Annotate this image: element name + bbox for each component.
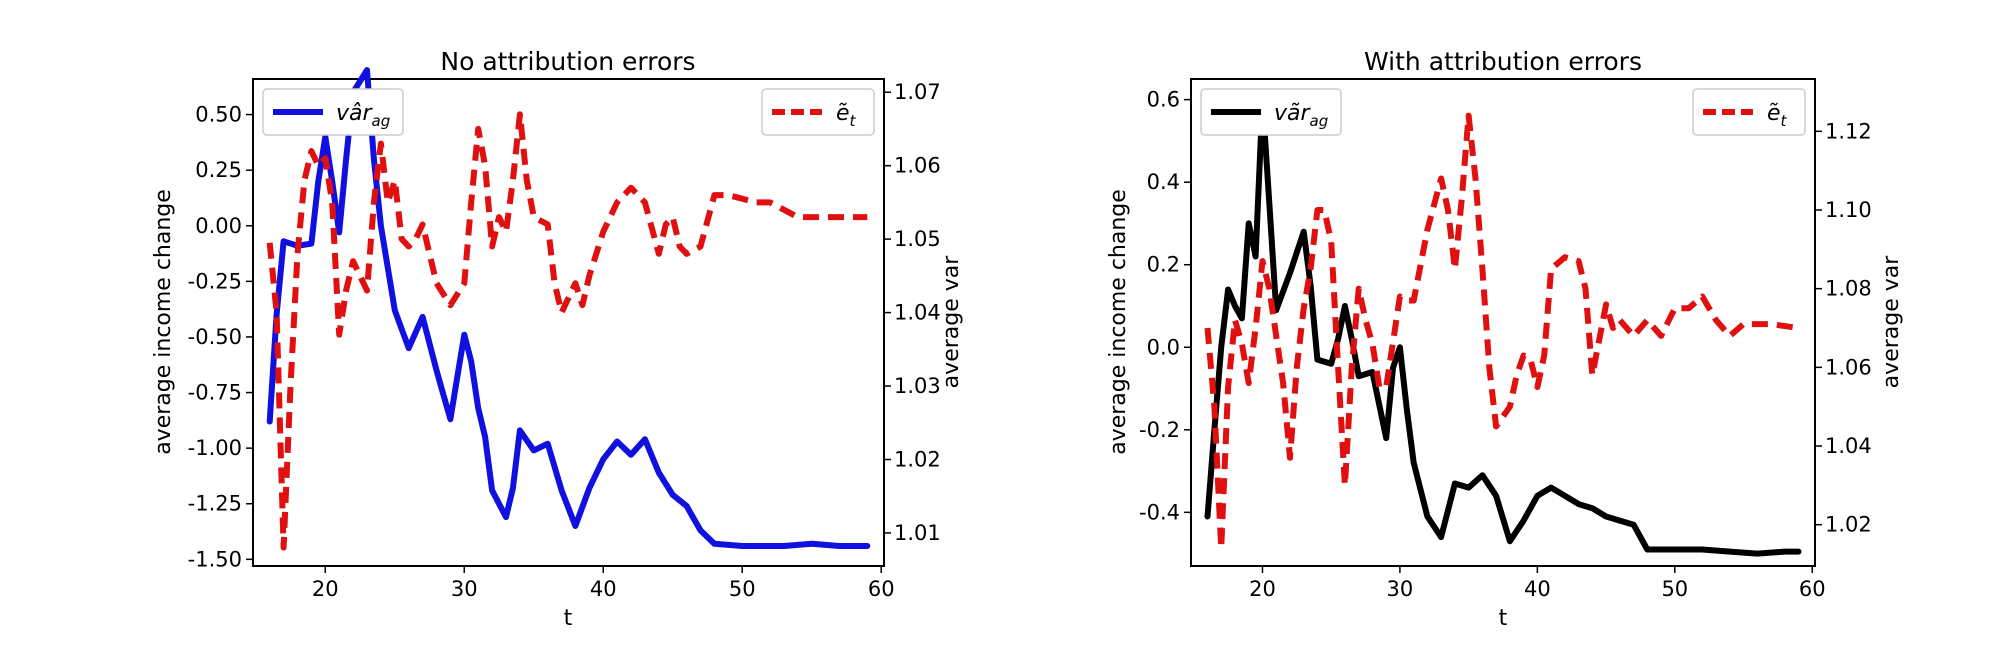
x-tick-label: 20 xyxy=(1249,577,1276,601)
y-axis-label-left: average income change xyxy=(1106,189,1131,455)
y-tick-label-right: 1.06 xyxy=(894,154,941,178)
chart-title: No attribution errors xyxy=(440,47,695,76)
y-tick-label-right: 1.08 xyxy=(1825,277,1872,301)
y-tick-label-right: 1.10 xyxy=(1825,198,1872,222)
legend-right: ẽt xyxy=(1692,88,1806,136)
y-tick-label-left: 0.25 xyxy=(195,158,242,182)
x-tick-label: 60 xyxy=(868,577,895,601)
series-line-right xyxy=(1204,112,1799,552)
plot-frame xyxy=(1190,78,1816,567)
legend-right: ẽt xyxy=(761,88,875,136)
y-axis-label-right: average var xyxy=(1879,255,1904,389)
y-tick-label-right: 1.01 xyxy=(894,521,941,545)
legend-label: ẽt xyxy=(836,101,857,130)
y-tick-label-right: 1.07 xyxy=(894,80,941,104)
y-tick-label-left: -1.00 xyxy=(188,436,242,460)
x-axis-label: t xyxy=(1499,606,1508,631)
y-tick-label-right: 1.12 xyxy=(1825,119,1872,143)
y-tick-label-right: 1.06 xyxy=(1825,355,1872,379)
y-tick-label-right: 1.03 xyxy=(894,374,941,398)
x-tick-label: 30 xyxy=(1387,577,1414,601)
legend-label: vârag xyxy=(336,101,390,130)
y-tick-label-left: 0.00 xyxy=(195,214,242,238)
x-tick-label: 40 xyxy=(590,577,617,601)
y-tick-label-left: 0.2 xyxy=(1147,253,1180,277)
x-tick-label: 20 xyxy=(312,577,339,601)
y-tick-label-left: 0.6 xyxy=(1147,88,1180,112)
legend-left: vârag xyxy=(262,88,404,136)
legend-left: vãrag xyxy=(1200,88,1342,136)
y-tick-label-left: -1.25 xyxy=(188,492,242,516)
y-tick-label-right: 1.05 xyxy=(894,227,941,251)
y-tick-label-left: -0.25 xyxy=(188,269,242,293)
y-tick-label-left: -0.75 xyxy=(188,381,242,405)
chart-panel-no-errors: 20 30 40 50 60 0.50 0.25 0.00 -0.25 -0.50 -0.75 -1.… xyxy=(151,47,964,631)
legend-box xyxy=(1200,88,1342,136)
x-tick-label: 50 xyxy=(1661,577,1688,601)
y-tick-label-left: -1.50 xyxy=(188,547,242,571)
y-tick-label-right: 1.02 xyxy=(894,447,941,471)
x-tick-label: 30 xyxy=(451,577,478,601)
y-tick-label-left: 0.50 xyxy=(195,103,242,127)
legend-box xyxy=(262,88,404,136)
series-line-right xyxy=(266,111,868,551)
plot-frame xyxy=(252,78,885,567)
y-tick-label-left: -0.2 xyxy=(1139,418,1180,442)
series-line-left xyxy=(266,67,871,549)
x-tick-label: 60 xyxy=(1799,577,1826,601)
x-tick-label: 50 xyxy=(729,577,756,601)
y-tick-label-left: -0.50 xyxy=(188,325,242,349)
legend-label: ẽt xyxy=(1767,101,1788,130)
x-axis-label: t xyxy=(564,606,573,631)
x-tick-label: 40 xyxy=(1524,577,1551,601)
y-axis-label-right: average var xyxy=(939,255,964,389)
y-tick-label-left: -0.4 xyxy=(1139,500,1180,524)
chart-panel-with-errors: 20 30 40 50 60 0.6 0.4 0.2 0.0 -0.2 -0.4 1.12 1.10 1.… xyxy=(1106,47,1904,631)
y-tick-label-right: 1.04 xyxy=(894,301,941,325)
y-tick-label-right: 1.02 xyxy=(1825,513,1872,537)
y-tick-label-left: 0.4 xyxy=(1147,170,1180,194)
y-tick-label-right: 1.04 xyxy=(1825,434,1872,458)
legend-label: vãrag xyxy=(1274,101,1328,130)
y-axis-label-left: average income change xyxy=(151,189,176,455)
series-line-left xyxy=(1204,96,1802,557)
y-tick-label-left: 0.0 xyxy=(1147,335,1180,359)
chart-title: With attribution errors xyxy=(1364,47,1642,76)
